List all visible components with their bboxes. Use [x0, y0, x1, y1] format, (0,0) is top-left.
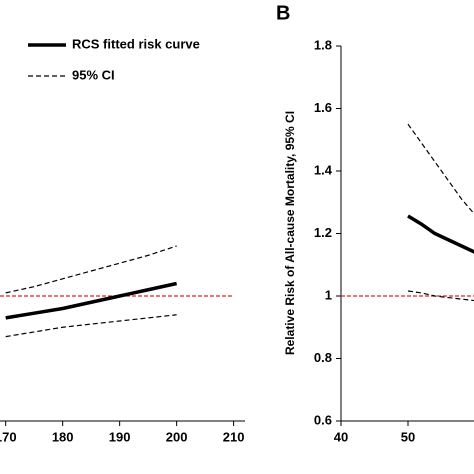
series-line	[5, 281, 178, 320]
series-line	[5, 314, 177, 338]
x-tick-label: 210	[223, 429, 245, 444]
x-tick-label: 170	[0, 429, 17, 444]
series-line	[407, 123, 474, 215]
series-line	[407, 214, 474, 254]
x-tick-label: 40	[334, 429, 348, 444]
y-axis-label: Relative Risk of All-cause Mortality, 95…	[283, 111, 297, 355]
y-tick-label: 1.6	[314, 100, 332, 115]
y-tick-label: 1.8	[314, 37, 332, 52]
y-tick-label: 1	[325, 287, 332, 302]
x-tick-label: 200	[166, 429, 188, 444]
series-line	[407, 290, 474, 302]
series-line	[5, 245, 177, 294]
panel-label: B	[276, 2, 290, 24]
legend-label: 95% CI	[72, 67, 115, 82]
y-tick-label: 1.4	[314, 162, 333, 177]
x-tick-label: 50	[401, 429, 415, 444]
y-tick-label: 1.2	[314, 225, 332, 240]
x-tick-label: 190	[109, 429, 131, 444]
legend-label: RCS fitted risk curve	[72, 36, 200, 51]
y-tick-label: 0.6	[314, 412, 332, 427]
y-tick-label: 0.8	[314, 350, 332, 365]
x-tick-label: 180	[52, 429, 74, 444]
